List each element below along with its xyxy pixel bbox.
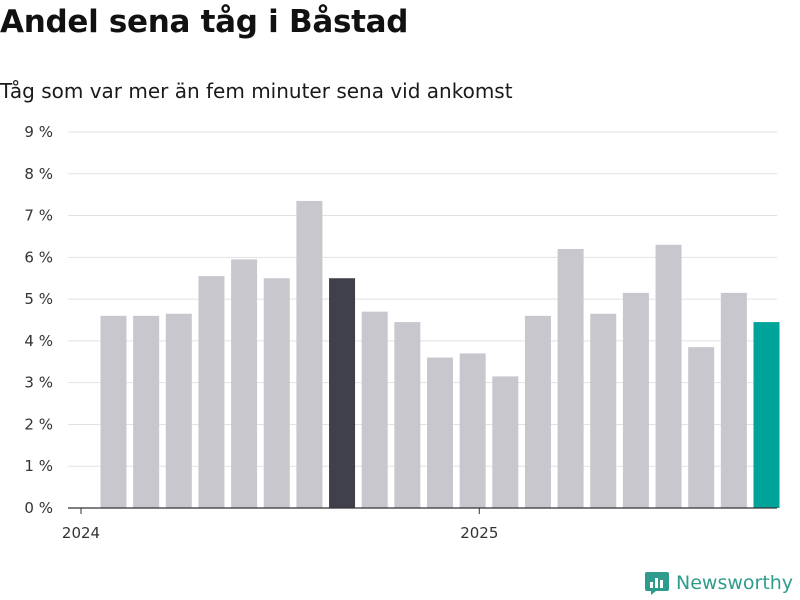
chart-subtitle: Tåg som var mer än fem minuter sena vid … [0, 79, 513, 103]
x-tick-label: 2024 [62, 524, 100, 542]
bar [557, 248, 584, 508]
bar [361, 311, 388, 508]
newsworthy-logo-icon [645, 572, 669, 595]
brand-name: Newsworthy [676, 572, 794, 594]
y-tick-label: 7 % [24, 207, 53, 225]
y-tick-label: 2 % [24, 415, 53, 433]
y-tick-label: 8 % [24, 165, 53, 183]
bar [165, 313, 192, 508]
bar [655, 244, 682, 509]
bar [133, 315, 160, 508]
y-tick-label: 0 % [24, 499, 53, 517]
bar [100, 315, 127, 508]
y-tick-label: 9 % [24, 123, 53, 141]
bar [753, 322, 780, 508]
bar [231, 259, 258, 508]
chart-title: Andel sena tåg i Båstad [0, 4, 409, 40]
bar [198, 276, 225, 508]
bar [459, 353, 486, 508]
bar [590, 313, 617, 508]
bar-chart: 0 % 1 % 2 % 3 % 4 % 5 % 6 % 7 % 8 % 9 % 2024 2025 [24, 123, 780, 542]
bar [329, 278, 356, 508]
bar [296, 200, 323, 508]
y-tick-label: 5 % [24, 290, 53, 308]
brand-logo: Newsworthy [644, 570, 793, 596]
bar [622, 292, 649, 508]
bar [720, 292, 747, 508]
bar [688, 347, 715, 508]
bar [263, 278, 290, 508]
bar [492, 376, 519, 508]
y-tick-label: 1 % [24, 457, 53, 475]
bar [524, 315, 551, 508]
y-tick-label: 6 % [24, 248, 53, 266]
x-tick-label: 2025 [460, 524, 498, 542]
y-tick-label: 4 % [24, 332, 53, 350]
bar [427, 357, 453, 508]
bar [394, 322, 421, 508]
y-tick-label: 3 % [24, 374, 53, 392]
